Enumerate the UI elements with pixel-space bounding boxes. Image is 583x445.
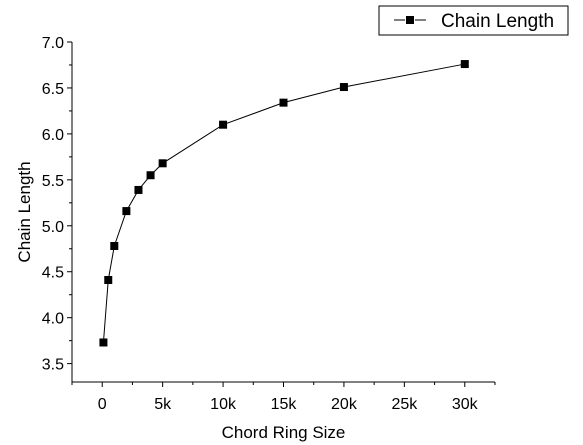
data-point-chain-length[interactable] xyxy=(122,207,131,216)
data-point-chain-length[interactable] xyxy=(339,83,348,92)
data-point-chain-length[interactable] xyxy=(99,338,108,347)
y-axis-title: Chain Length xyxy=(15,161,34,262)
y-tick-label: 6.0 xyxy=(42,127,64,144)
x-axis-title: Chord Ring Size xyxy=(222,423,346,442)
x-tick-label: 20k xyxy=(331,396,358,413)
y-tick-label: 5.0 xyxy=(42,219,64,236)
y-tick-label: 5.5 xyxy=(42,173,64,190)
data-point-chain-length[interactable] xyxy=(146,171,155,180)
legend-label: Chain Length xyxy=(441,11,554,32)
data-point-chain-length[interactable] xyxy=(279,98,288,107)
data-point-chain-length[interactable] xyxy=(104,276,113,284)
y-tick-label: 6.5 xyxy=(42,81,64,98)
ticks-layer xyxy=(67,41,496,387)
axes-layer xyxy=(71,42,495,383)
x-tick-label: 25k xyxy=(391,396,418,413)
y-tick-label: 4.5 xyxy=(42,265,64,282)
y-tick-label: 4.0 xyxy=(42,311,64,328)
x-tick-label: 15k xyxy=(271,396,298,413)
data-point-chain-length[interactable] xyxy=(134,185,143,194)
series-layer xyxy=(99,60,469,347)
data-point-chain-length[interactable] xyxy=(219,120,228,129)
data-point-chain-length[interactable] xyxy=(110,242,119,250)
x-tick-label: 30k xyxy=(452,396,479,413)
y-tick-label: 7.0 xyxy=(42,35,64,52)
legend-marker xyxy=(406,16,414,24)
labels-layer: 3.5 4.0 4.5 5.0 5.5 6.0 6.5 7.0 0 5k 10k 15k 20k 25k 3… xyxy=(15,35,479,442)
data-point-chain-length[interactable] xyxy=(460,60,469,69)
legend[interactable]: Chain Length xyxy=(378,5,569,36)
x-tick-label: 10k xyxy=(210,396,237,413)
y-tick-label: 3.5 xyxy=(42,357,64,374)
data-point-chain-length[interactable] xyxy=(158,159,167,168)
x-tick-label: 0 xyxy=(98,396,107,413)
x-tick-label: 5k xyxy=(154,396,172,413)
